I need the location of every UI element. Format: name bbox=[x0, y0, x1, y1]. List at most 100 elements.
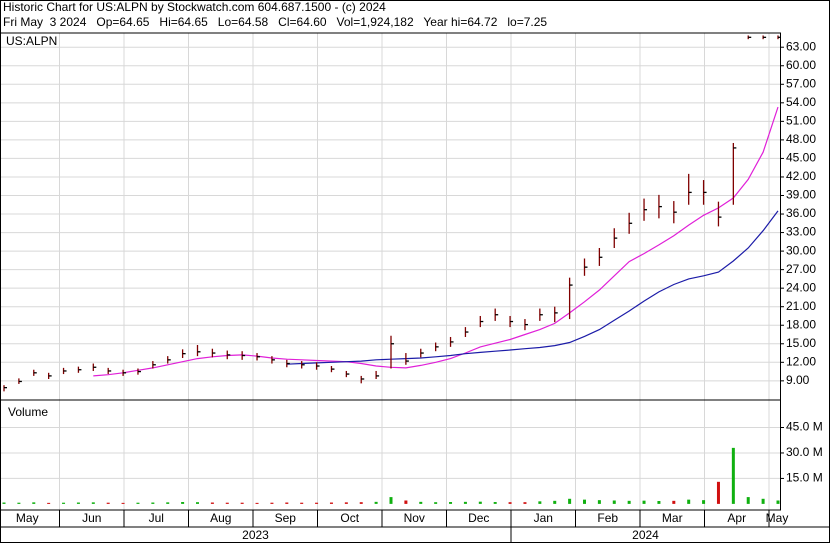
y-tick-label: 63.00 bbox=[786, 39, 816, 53]
moving-average bbox=[286, 210, 779, 365]
year-label: 2023 bbox=[242, 528, 269, 542]
chart-title: Historic Chart for US:ALPN by Stockwatch… bbox=[3, 0, 386, 14]
y-tick-label: 45.0 M bbox=[786, 420, 823, 434]
x-tick-label: Oct bbox=[340, 511, 359, 525]
volume-bar bbox=[434, 502, 438, 504]
chart-subtitle: Fri May 3 2024 Op=64.65 Hi=64.65 Lo=64.5… bbox=[3, 15, 547, 29]
volume-bar bbox=[731, 447, 735, 504]
volume-bar bbox=[389, 497, 393, 504]
volume-bar bbox=[181, 502, 185, 504]
volume-bar bbox=[478, 501, 482, 504]
volume-bar bbox=[493, 502, 497, 504]
year-label: 2024 bbox=[632, 528, 659, 542]
x-tick-label: Mar bbox=[662, 511, 683, 525]
y-tick-label: 48.00 bbox=[786, 132, 816, 146]
y-tick-label: 15.0 M bbox=[786, 471, 823, 485]
volume-bar bbox=[553, 500, 557, 504]
volume-bar bbox=[449, 502, 453, 504]
y-tick-label: 27.00 bbox=[786, 262, 816, 276]
volume-bar bbox=[672, 500, 676, 504]
y-tick-label: 9.00 bbox=[786, 373, 810, 387]
volume-bar bbox=[121, 502, 125, 504]
volume-label: Volume bbox=[8, 405, 48, 419]
volume-bar bbox=[210, 502, 214, 504]
x-tick-label: Dec bbox=[468, 511, 489, 525]
volume-bar bbox=[702, 500, 706, 504]
volume-bar bbox=[91, 502, 95, 504]
y-tick-label: 42.00 bbox=[786, 169, 816, 183]
volume-bar bbox=[419, 501, 423, 504]
volume-bar bbox=[17, 502, 21, 504]
volume-bar bbox=[538, 501, 542, 504]
volume-bar bbox=[255, 502, 259, 504]
volume-panel bbox=[0, 399, 781, 511]
x-tick-label: May bbox=[16, 511, 39, 525]
x-tick-label: Aug bbox=[210, 511, 231, 525]
y-tick-label: 39.00 bbox=[786, 188, 816, 202]
volume-bar bbox=[315, 502, 319, 504]
y-tick-label: 33.00 bbox=[786, 225, 816, 239]
y-tick-label: 15.00 bbox=[786, 336, 816, 350]
volume-bar bbox=[508, 502, 512, 504]
volume-bar bbox=[151, 502, 155, 504]
y-tick-label: 51.00 bbox=[786, 114, 816, 128]
volume-bar bbox=[523, 502, 527, 504]
y-tick-label: 60.00 bbox=[786, 58, 816, 72]
volume-bar bbox=[776, 500, 780, 504]
x-tick-label: Nov bbox=[404, 511, 425, 525]
volume-bar bbox=[225, 502, 229, 504]
volume-bar bbox=[270, 502, 274, 504]
x-tick-label: May bbox=[766, 511, 789, 525]
volume-bar bbox=[62, 502, 66, 504]
volume-bar bbox=[166, 502, 170, 504]
y-tick-label: 57.00 bbox=[786, 76, 816, 90]
y-tick-label: 54.00 bbox=[786, 95, 816, 109]
y-tick-label: 45.00 bbox=[786, 151, 816, 165]
y-tick-label: 36.00 bbox=[786, 206, 816, 220]
volume-bar bbox=[568, 498, 572, 504]
volume-bar bbox=[612, 500, 616, 504]
moving-average bbox=[93, 106, 779, 377]
volume-bar bbox=[761, 498, 765, 504]
volume-bar bbox=[300, 502, 304, 504]
symbol-label: US:ALPN bbox=[6, 34, 57, 48]
volume-bar bbox=[359, 502, 363, 504]
x-tick-label: Jan bbox=[534, 511, 553, 525]
volume-bar bbox=[106, 502, 110, 504]
x-tick-label: Sep bbox=[275, 511, 297, 525]
y-tick-label: 18.00 bbox=[786, 317, 816, 331]
y-tick-label: 24.00 bbox=[786, 280, 816, 294]
volume-bar bbox=[374, 501, 378, 504]
volume-bar bbox=[76, 502, 80, 504]
x-tick-label: Feb bbox=[597, 511, 618, 525]
volume-bar bbox=[657, 501, 661, 504]
volume-bar bbox=[285, 502, 289, 504]
volume-bar bbox=[463, 501, 467, 504]
y-tick-label: 12.00 bbox=[786, 354, 816, 368]
volume-bar bbox=[404, 500, 408, 504]
y-tick-label: 30.0 M bbox=[786, 445, 823, 459]
y-tick-label: 21.00 bbox=[786, 299, 816, 313]
x-tick-label: Jul bbox=[149, 511, 164, 525]
volume-bar bbox=[344, 502, 348, 504]
x-tick-label: Jun bbox=[82, 511, 101, 525]
volume-bar bbox=[196, 502, 199, 504]
volume-bar bbox=[746, 497, 750, 504]
volume-bar bbox=[583, 499, 586, 504]
x-tick-label: Apr bbox=[727, 511, 746, 525]
y-tick-label: 30.00 bbox=[786, 243, 816, 257]
volume-bar bbox=[32, 502, 36, 504]
volume-bar bbox=[136, 502, 140, 504]
volume-bar bbox=[2, 502, 6, 504]
volume-bar bbox=[597, 500, 601, 504]
volume-bar bbox=[329, 502, 333, 504]
volume-bar bbox=[716, 481, 720, 504]
volume-bar bbox=[687, 499, 691, 504]
volume-bar bbox=[240, 502, 244, 504]
volume-bar bbox=[642, 500, 646, 504]
volume-bar bbox=[627, 500, 631, 504]
volume-bar bbox=[47, 502, 51, 504]
